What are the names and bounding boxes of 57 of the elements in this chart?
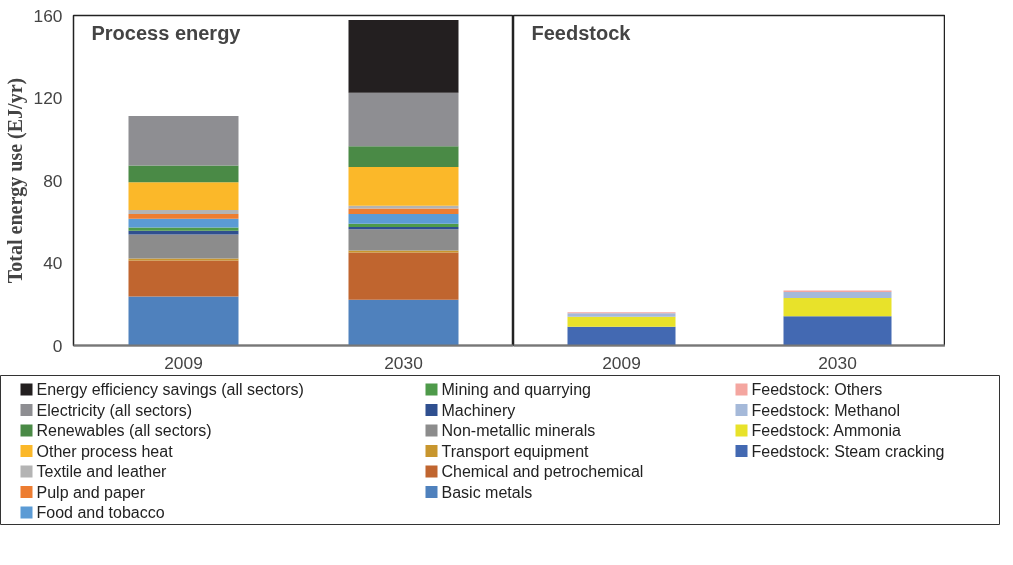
y-tick-label: 80 <box>43 170 63 191</box>
x-tick-label: 2009 <box>602 352 641 373</box>
bar <box>567 326 676 346</box>
legend-label: Feedstock: Methanol <box>751 401 901 419</box>
bar <box>783 316 892 346</box>
bar <box>348 167 459 206</box>
bar <box>128 227 239 231</box>
legend-label: Basic metals <box>441 483 533 501</box>
y-tick-label: 160 <box>33 5 63 26</box>
bar <box>783 298 892 317</box>
bar <box>128 234 239 259</box>
bar <box>567 316 676 327</box>
bar <box>348 250 459 253</box>
legend-label: Textile and leather <box>36 463 168 480</box>
bar <box>348 213 459 224</box>
legend-label: Chemical and petrochemical <box>441 463 644 480</box>
bar <box>128 258 239 261</box>
chart-title: Process energy <box>91 21 242 44</box>
bar <box>128 115 239 166</box>
bar <box>128 213 239 219</box>
bar <box>128 296 239 346</box>
bar <box>348 92 459 147</box>
legend-label: Feedstock: Ammonia <box>751 422 901 439</box>
bar <box>128 260 239 297</box>
legend-label: Non-metallic minerals <box>441 422 596 439</box>
legend-label: Feedstock: Others <box>751 381 883 398</box>
legend-label: Feedstock: Steam cracking <box>751 442 945 460</box>
x-tick-label: 2030 <box>384 352 423 373</box>
bar <box>348 229 459 251</box>
bar <box>128 182 239 210</box>
legend-label: Food and tobacco <box>36 504 165 521</box>
x-tick-label: 2009 <box>164 352 203 373</box>
legend-label: Electricity (all sectors) <box>36 401 193 419</box>
bar <box>128 230 239 235</box>
y-tick-label: 40 <box>43 253 63 273</box>
bar <box>348 205 459 209</box>
bar <box>348 252 459 300</box>
bar <box>128 218 239 228</box>
legend-label: Energy efficiency savings (all sectors) <box>36 381 304 398</box>
chart-title: Feedstock <box>531 21 632 44</box>
x-tick-label: 2030 <box>818 352 857 373</box>
bar <box>348 146 459 168</box>
bar <box>128 165 239 183</box>
legend-label: Transport equipment <box>441 442 590 460</box>
legend-label: Other process heat <box>36 442 174 460</box>
bar <box>783 291 892 299</box>
bar <box>348 299 459 346</box>
bar <box>128 209 239 214</box>
legend-label: Machinery <box>441 401 516 419</box>
y-tick-label: 0 <box>52 335 63 356</box>
y-axis-title: Total energy use (EJ/yr) <box>3 77 27 284</box>
y-tick-label: 120 <box>33 88 63 108</box>
bar <box>348 208 459 214</box>
legend-label: Mining and quarrying <box>441 381 591 398</box>
legend-label: Renewables (all sectors) <box>36 422 212 439</box>
bar <box>348 20 459 93</box>
legend-label: Pulp and paper <box>36 483 146 501</box>
